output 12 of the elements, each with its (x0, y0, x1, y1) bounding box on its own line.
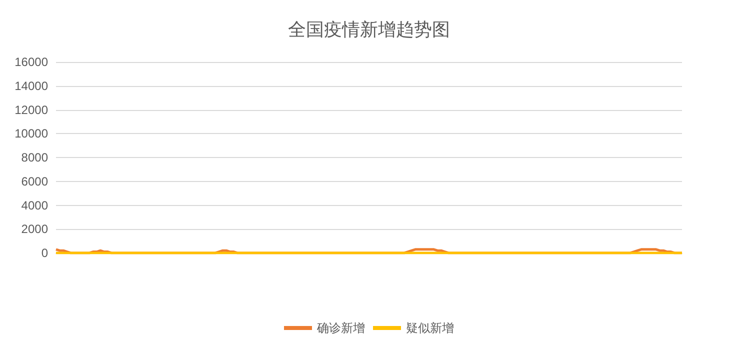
y-tick-label: 0 (41, 246, 48, 260)
y-tick-label: 6000 (21, 174, 48, 188)
y-tick-label: 4000 (21, 198, 48, 212)
y-tick-label: 2000 (21, 222, 48, 236)
y-tick-label: 12000 (14, 102, 48, 117)
legend-label: 确诊新增 (316, 321, 365, 335)
y-tick-label: 16000 (14, 55, 48, 69)
chart-title: 全国疫情新增趋势图 (288, 20, 450, 40)
y-tick-label: 14000 (14, 78, 48, 93)
y-tick-label: 8000 (21, 150, 48, 164)
legend-label: 疑似新增 (406, 321, 454, 335)
y-tick-label: 10000 (14, 126, 48, 141)
